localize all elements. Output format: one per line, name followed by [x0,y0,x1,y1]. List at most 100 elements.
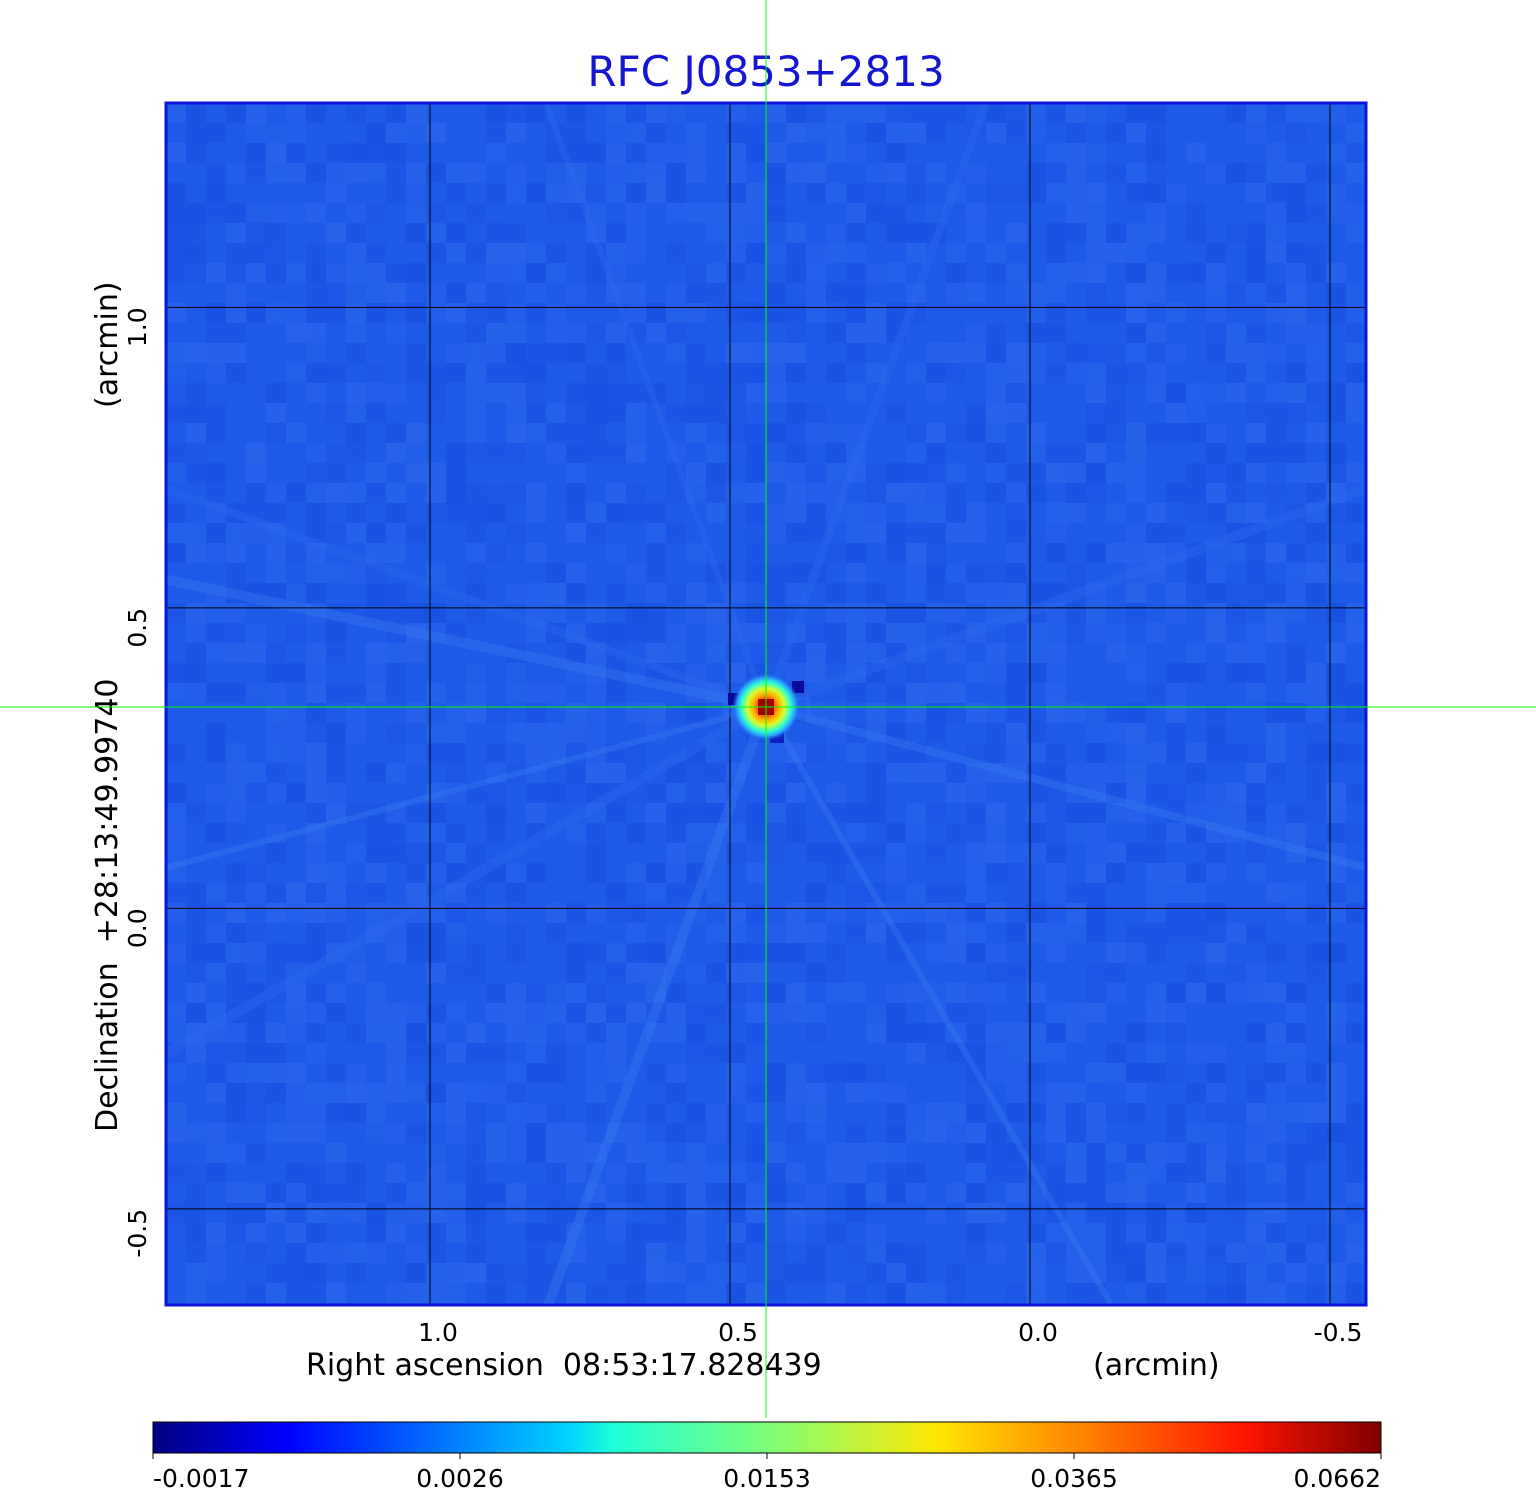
noise-cell [1326,283,1346,303]
noise-cell [1246,663,1266,683]
noise-cell [1326,943,1346,963]
noise-cell [1166,543,1186,563]
noise-cell [1226,163,1246,183]
noise-cell [426,203,446,223]
noise-cell [506,163,526,183]
noise-cell [826,963,846,983]
noise-cell [1326,823,1346,843]
noise-cell [306,1163,326,1183]
noise-cell [1106,803,1126,823]
noise-cell [1206,903,1226,923]
noise-cell [186,1223,206,1243]
noise-cell [1126,103,1146,123]
noise-cell [386,443,406,463]
noise-cell [286,143,306,163]
noise-cell [726,843,746,863]
noise-cell [826,983,846,1003]
noise-cell [846,423,866,443]
noise-cell [486,1083,506,1103]
noise-cell [1286,803,1306,823]
noise-cell [286,543,306,563]
noise-cell [286,1163,306,1183]
noise-cell [886,1183,906,1203]
noise-cell [926,203,946,223]
noise-cell [266,563,286,583]
noise-cell [906,103,926,123]
noise-cell [1166,743,1186,763]
noise-cell [626,1143,646,1163]
noise-cell [626,903,646,923]
noise-cell [546,1263,566,1283]
noise-cell [1086,743,1106,763]
noise-cell [706,263,726,283]
noise-cell [686,163,706,183]
noise-cell [446,783,466,803]
noise-cell [426,623,446,643]
noise-cell [1186,203,1206,223]
noise-cell [1126,1083,1146,1103]
noise-cell [886,923,906,943]
noise-cell [246,1243,266,1263]
noise-cell [186,243,206,263]
noise-cell [1186,583,1206,603]
noise-cell [486,743,506,763]
noise-cell [926,163,946,183]
noise-cell [566,1003,586,1023]
noise-cell [306,583,326,603]
noise-cell [726,123,746,143]
noise-cell [546,983,566,1003]
noise-cell [326,1063,346,1083]
noise-cell [826,903,846,923]
noise-cell [246,243,266,263]
noise-cell [626,943,646,963]
noise-cell [686,363,706,383]
noise-cell [666,643,686,663]
noise-cell [1186,1183,1206,1203]
noise-cell [526,743,546,763]
noise-cell [786,743,806,763]
noise-cell [1346,1183,1366,1203]
noise-cell [986,1023,1006,1043]
noise-cell [846,1283,866,1303]
noise-cell [926,763,946,783]
noise-cell [346,843,366,863]
noise-cell [966,1223,986,1243]
noise-cell [1066,463,1086,483]
noise-cell [1126,1163,1146,1183]
noise-cell [446,963,466,983]
noise-cell [466,1103,486,1123]
noise-cell [726,483,746,503]
noise-cell [826,123,846,143]
noise-cell [366,363,386,383]
noise-cell [1066,903,1086,923]
noise-cell [346,703,366,723]
noise-cell [226,263,246,283]
noise-cell [1066,563,1086,583]
noise-cell [1206,1283,1226,1303]
noise-cell [1066,1183,1086,1203]
noise-cell [766,1183,786,1203]
noise-cell [1146,263,1166,283]
noise-cell [1226,103,1246,123]
noise-cell [326,1003,346,1023]
noise-cell [1286,903,1306,923]
noise-cell [1326,883,1346,903]
noise-cell [846,443,866,463]
noise-cell [1146,343,1166,363]
noise-cell [586,523,606,543]
noise-cell [866,203,886,223]
noise-cell [1086,763,1106,783]
noise-cell [686,403,706,423]
noise-cell [626,1223,646,1243]
noise-cell [986,1143,1006,1163]
noise-cell [366,643,386,663]
noise-cell [866,663,886,683]
noise-cell [726,203,746,223]
noise-cell [1126,583,1146,603]
noise-cell [906,223,926,243]
noise-cell [1306,463,1326,483]
noise-cell [1086,1203,1106,1223]
noise-cell [1006,923,1026,943]
noise-cell [426,283,446,303]
noise-cell [1046,1183,1066,1203]
